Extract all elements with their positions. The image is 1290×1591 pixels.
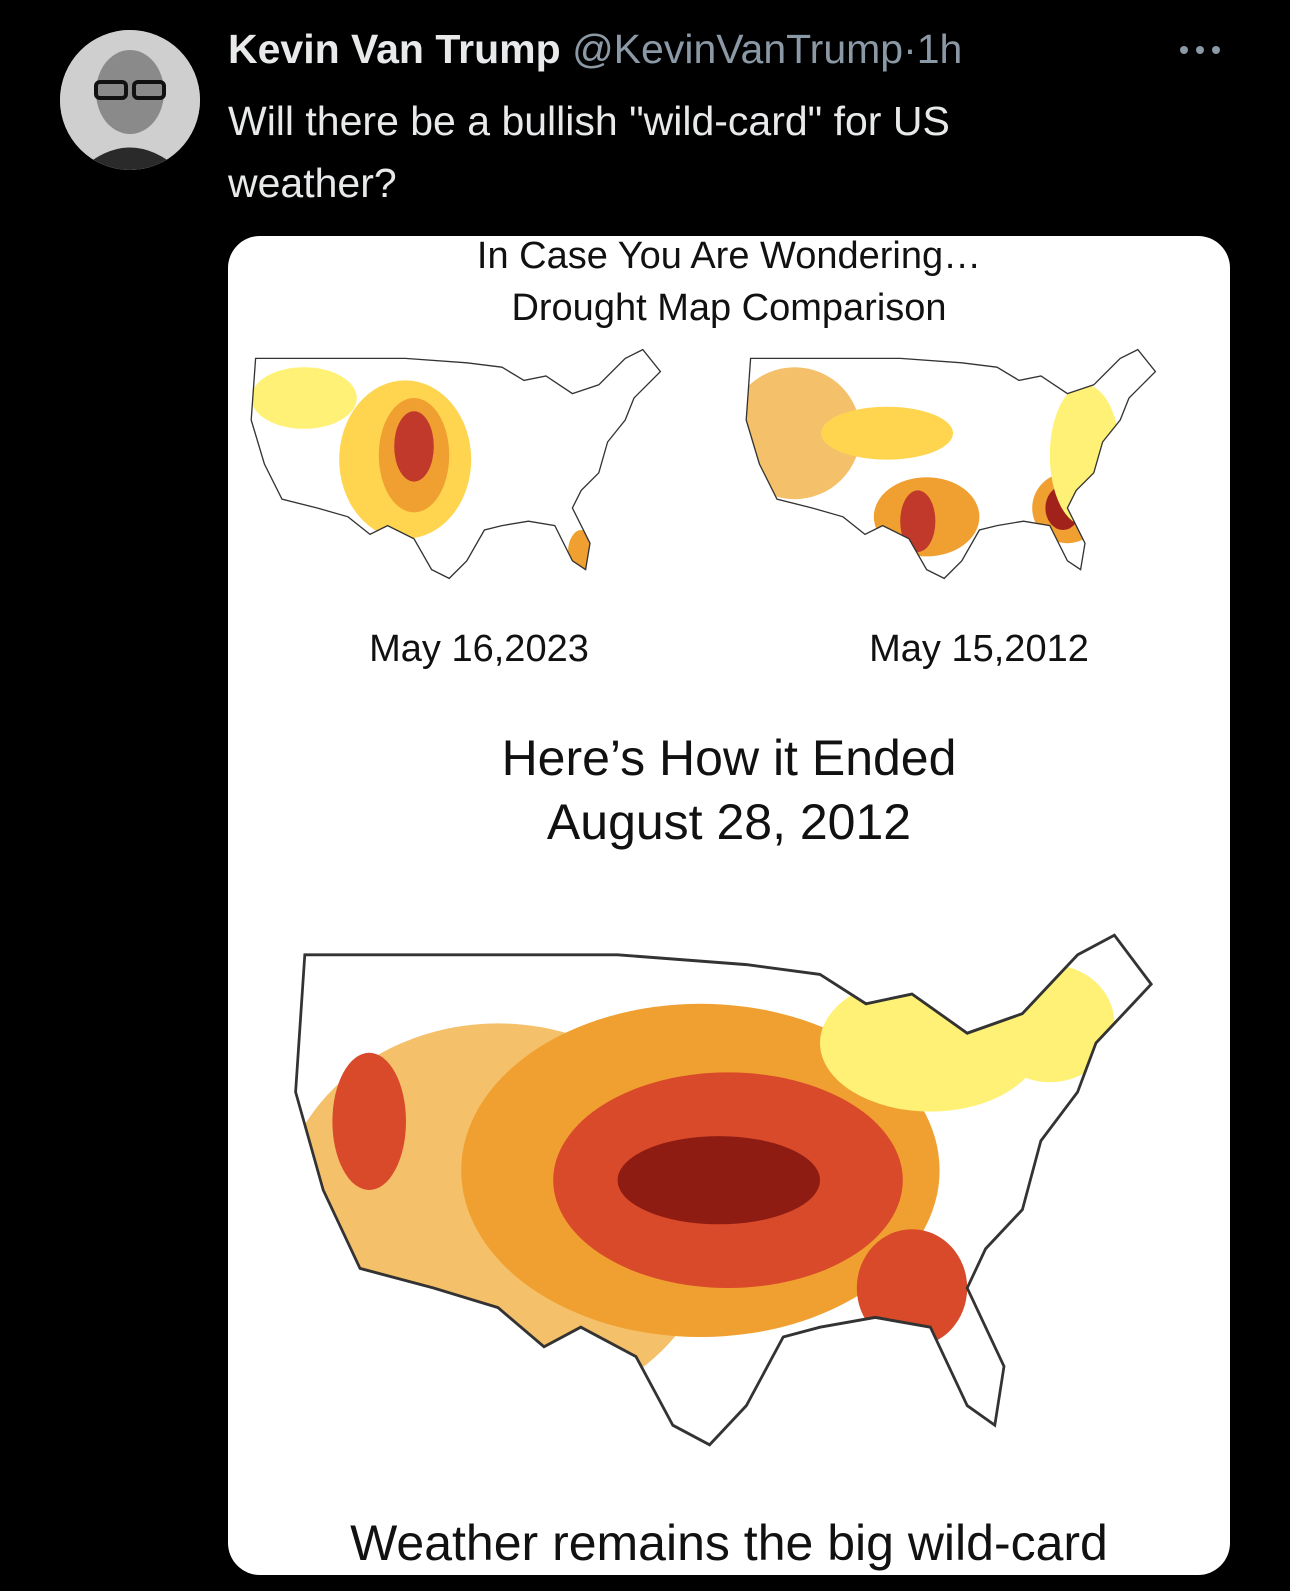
avatar[interactable]	[60, 30, 200, 170]
author-handle[interactable]: @KevinVanTrump	[572, 26, 904, 72]
timestamp[interactable]: 1h	[916, 26, 963, 72]
title-line: In Case You Are Wondering…	[476, 236, 982, 277]
map-2023	[250, 348, 662, 580]
caption: Weather remains the big wild-card	[350, 1515, 1108, 1571]
tweet-header: Kevin Van Trump @KevinVanTrump·1h	[228, 26, 962, 73]
map-2012-aug	[294, 933, 1153, 1447]
heading: Here’s How it Ended August 28, 2012	[228, 726, 1230, 854]
author-name[interactable]: Kevin Van Trump	[228, 26, 561, 72]
tweet-text: Will there be a bullish "wild-card" for …	[228, 98, 950, 206]
heading-line: Here’s How it Ended	[501, 730, 957, 786]
right-map-label: May 15,2012	[869, 628, 1089, 670]
avatar-image	[60, 30, 200, 170]
image-title: In Case You Are Wondering… Drought Map C…	[228, 236, 1230, 334]
title-line: Drought Map Comparison	[511, 287, 947, 329]
separator: ·	[903, 26, 917, 72]
map-2012-may	[745, 348, 1157, 580]
drought-maps	[250, 348, 1157, 1447]
heading-line: August 28, 2012	[546, 794, 912, 850]
left-map-label: May 16,2023	[369, 628, 589, 670]
tweet-image[interactable]: In Case You Are Wondering… Drought Map C…	[228, 236, 1230, 1575]
more-button[interactable]	[1178, 44, 1228, 56]
